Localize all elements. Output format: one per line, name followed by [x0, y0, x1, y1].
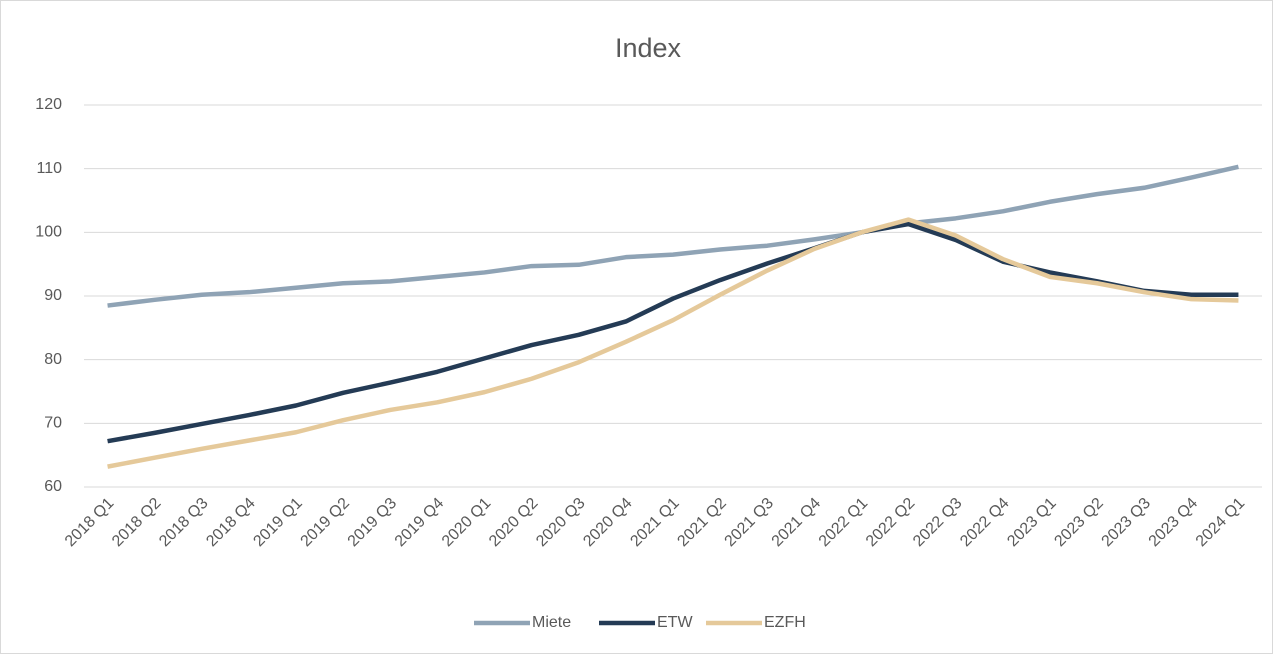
- y-tick-label: 100: [35, 224, 62, 241]
- y-tick-label: 90: [44, 287, 62, 304]
- chart-title: Index: [615, 33, 682, 63]
- y-tick-label: 60: [44, 478, 62, 495]
- line-series: [107, 221, 1239, 444]
- line-series: [107, 217, 1239, 469]
- y-tick-label: 70: [44, 415, 62, 432]
- legend-label: ETW: [657, 614, 693, 631]
- legend-label: EZFH: [764, 614, 806, 631]
- y-tick-label: 110: [36, 160, 62, 177]
- y-tick-label: 120: [35, 96, 62, 113]
- legend-label: Miete: [532, 614, 571, 631]
- y-tick-label: 80: [44, 351, 62, 368]
- line-series: [107, 164, 1239, 308]
